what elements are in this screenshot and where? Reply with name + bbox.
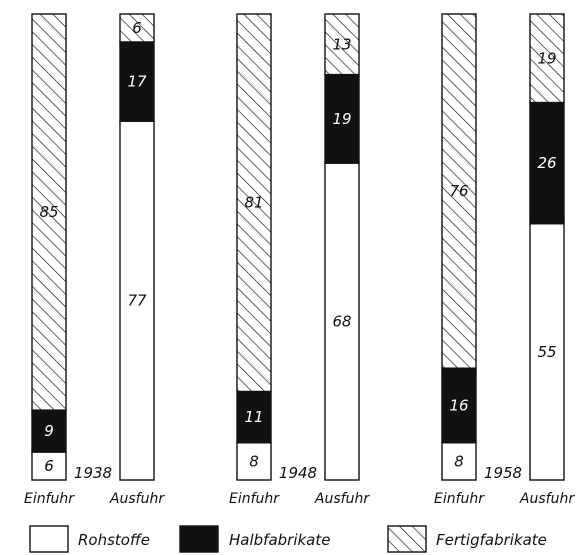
value-label-1958-einfuhr-halbfabrikate: 16	[449, 396, 468, 414]
value-label-1948-ausfuhr-fertigfabrikate: 13	[332, 35, 351, 53]
bar-segment-1938-einfuhr-rohstoffe	[31, 451, 67, 481]
category-label-1938-einfuhr: Einfuhr	[24, 491, 75, 507]
labels-layer: 6 9 85 Einfuhr 77 17 6 Ausfuhr 1938 8 11 81 Einfuhr 6…	[24, 19, 575, 507]
value-label-1948-einfuhr-halbfabrikate: 11	[244, 408, 263, 426]
bar-segment-1948-ausfuhr-fertigfabrikate	[324, 13, 360, 76]
value-label-1958-einfuhr-fertigfabrikate: 76	[449, 182, 468, 200]
year-label-1948: 1948	[279, 464, 317, 482]
bar-segment-1938-ausfuhr-halbfabrikate	[119, 41, 155, 122]
bar-segment-1958-einfuhr-fertigfabrikate	[441, 13, 477, 369]
value-label-1948-ausfuhr-halbfabrikate: 19	[332, 110, 351, 128]
bar-segment-1948-einfuhr-fertigfabrikate	[236, 13, 272, 393]
bar-segment-1938-einfuhr-fertigfabrikate	[31, 13, 67, 411]
value-label-1938-ausfuhr-rohstoffe: 77	[127, 292, 147, 310]
bar-segment-1938-einfuhr-halbfabrikate	[31, 409, 67, 453]
category-label-1958-einfuhr: Einfuhr	[434, 491, 485, 507]
bar-segment-1938-ausfuhr-rohstoffe	[119, 120, 155, 481]
legend-label-halbfabrikate: Halbfabrikate	[229, 531, 330, 549]
bar-segment-1948-einfuhr-rohstoffe	[236, 442, 272, 481]
legend: Rohstoffe Halbfabrikate Fertigfabrikate	[29, 525, 547, 553]
value-label-1958-ausfuhr-rohstoffe: 55	[537, 343, 556, 361]
value-label-1958-einfuhr-rohstoffe: 8	[454, 452, 464, 470]
year-label-1938: 1938	[74, 464, 112, 482]
value-label-1938-ausfuhr-halbfabrikate: 17	[127, 73, 147, 91]
bar-segment-1958-ausfuhr-fertigfabrikate	[529, 13, 565, 104]
bar-segment-1958-ausfuhr-halbfabrikate	[529, 101, 565, 225]
year-label-1958: 1958	[484, 464, 522, 482]
bars-layer	[31, 13, 565, 481]
value-label-1938-einfuhr-rohstoffe: 6	[44, 457, 54, 475]
legend-label-fertigfabrikate: Fertigfabrikate	[436, 531, 547, 549]
bar-segment-1958-einfuhr-rohstoffe	[441, 442, 477, 481]
legend-swatch-rohstoffe	[29, 525, 69, 553]
legend-swatch-halbfabrikate	[179, 525, 219, 553]
value-label-1938-einfuhr-fertigfabrikate: 85	[39, 203, 58, 221]
bar-segment-1938-ausfuhr-fertigfabrikate	[119, 13, 155, 43]
category-label-1948-ausfuhr: Ausfuhr	[314, 491, 370, 507]
value-label-1948-einfuhr-fertigfabrikate: 81	[244, 194, 263, 212]
legend-label-rohstoffe: Rohstoffe	[78, 531, 150, 549]
bar-segment-1948-ausfuhr-halbfabrikate	[324, 73, 360, 164]
category-label-1938-ausfuhr: Ausfuhr	[109, 491, 165, 507]
category-label-1958-ausfuhr: Ausfuhr	[519, 491, 575, 507]
legend-swatch-fertigfabrikate	[387, 525, 427, 553]
category-label-1948-einfuhr: Einfuhr	[229, 491, 280, 507]
value-label-1938-ausfuhr-fertigfabrikate: 6	[132, 19, 142, 37]
value-label-1958-ausfuhr-fertigfabrikate: 19	[537, 49, 556, 67]
value-label-1958-ausfuhr-halbfabrikate: 26	[537, 154, 556, 172]
value-label-1948-einfuhr-rohstoffe: 8	[249, 452, 259, 470]
bar-segment-1958-ausfuhr-rohstoffe	[529, 222, 565, 481]
bar-segment-1948-ausfuhr-rohstoffe	[324, 162, 360, 481]
bar-segment-1948-einfuhr-halbfabrikate	[236, 390, 272, 444]
value-label-1938-einfuhr-halbfabrikate: 9	[44, 422, 54, 440]
value-label-1948-ausfuhr-rohstoffe: 68	[332, 313, 351, 331]
